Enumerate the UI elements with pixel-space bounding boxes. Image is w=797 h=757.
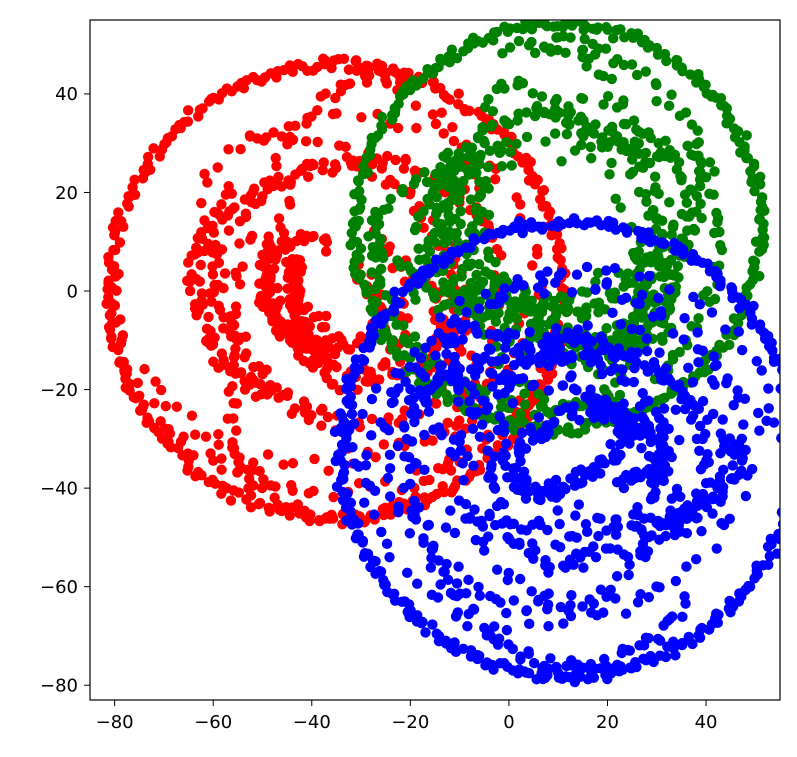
ytick-label: −20 — [40, 380, 78, 401]
ytick-label: −40 — [40, 478, 78, 499]
xtick-label: 20 — [596, 712, 619, 733]
xtick-label: −60 — [194, 712, 232, 733]
chart-svg: −80 −60 −40 −20 0 20 40 −80 −60 −40 −20 0 20 40 — [0, 0, 797, 757]
xtick-label: −20 — [391, 712, 429, 733]
xtick-label: 40 — [695, 712, 718, 733]
xtick-label: 0 — [503, 712, 514, 733]
ytick-label: 40 — [55, 84, 78, 105]
ytick-label: −60 — [40, 577, 78, 598]
scatter-chart: −80 −60 −40 −20 0 20 40 −80 −60 −40 −20 0 20 40 — [0, 0, 797, 757]
xtick-label: −40 — [293, 712, 331, 733]
xtick-label: −80 — [96, 712, 134, 733]
ytick-label: 20 — [55, 183, 78, 204]
ytick-label: 0 — [67, 281, 78, 302]
ytick-label: −80 — [40, 676, 78, 697]
